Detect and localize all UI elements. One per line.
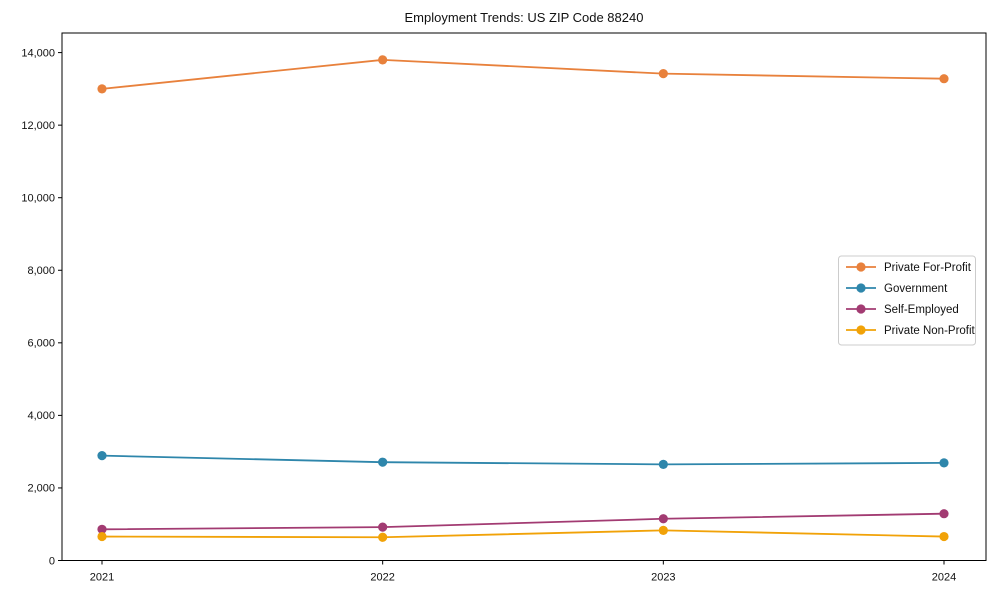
data-point-private-for-profit xyxy=(658,69,668,79)
series-line-private-non-profit xyxy=(101,529,945,539)
data-point-government xyxy=(97,451,107,461)
x-axis-tick-label: 2021 xyxy=(90,572,114,584)
x-axis-tick-label: 2023 xyxy=(651,572,675,584)
legend-marker-government xyxy=(856,283,866,293)
legend-label-private-for-profit: Private For-Profit xyxy=(884,262,972,274)
data-point-private-non-profit xyxy=(658,525,668,535)
series-line-self-employed xyxy=(101,512,945,531)
y-axis-tick-label: 12,000 xyxy=(21,120,55,132)
legend-label-private-non-profit: Private Non-Profit xyxy=(884,325,976,337)
data-point-self-employed xyxy=(97,524,107,534)
data-point-private-for-profit xyxy=(939,74,949,84)
y-axis-tick-label: 10,000 xyxy=(21,193,55,205)
data-point-government xyxy=(939,458,949,468)
y-axis-tick-label: 14,000 xyxy=(21,47,55,59)
data-point-government xyxy=(658,459,668,469)
axes-spines xyxy=(61,32,987,561)
data-point-private-for-profit xyxy=(378,55,388,65)
legend-box xyxy=(838,255,976,346)
x-axis-tick-label: 2024 xyxy=(932,572,956,584)
data-point-self-employed xyxy=(939,509,949,519)
chart-title: Employment Trends: US ZIP Code 88240 xyxy=(404,10,644,25)
y-axis-tick-label: 0 xyxy=(49,555,55,567)
legend-marker-private-non-profit xyxy=(856,325,866,335)
data-point-self-employed xyxy=(658,514,668,524)
series-line-government xyxy=(101,454,945,466)
data-point-government xyxy=(378,457,388,467)
legend-label-self-employed: Self-Employed xyxy=(884,304,959,316)
series-line-private-for-profit xyxy=(101,58,945,90)
data-point-self-employed xyxy=(378,522,388,532)
legend-label-government: Government xyxy=(884,283,948,295)
y-axis-tick-label: 8,000 xyxy=(27,265,55,277)
data-point-private-non-profit xyxy=(378,532,388,542)
data-point-private-non-profit xyxy=(939,531,949,542)
legend-marker-self-employed xyxy=(856,304,866,314)
y-axis-tick-label: 6,000 xyxy=(27,338,55,350)
data-point-private-non-profit xyxy=(97,531,107,542)
legend-marker-private-for-profit xyxy=(856,262,866,272)
y-axis-tick-label: 2,000 xyxy=(27,483,55,495)
x-axis-tick-label: 2022 xyxy=(370,572,394,584)
data-point-private-for-profit xyxy=(97,84,107,94)
y-axis-tick-label: 4,000 xyxy=(27,410,55,422)
